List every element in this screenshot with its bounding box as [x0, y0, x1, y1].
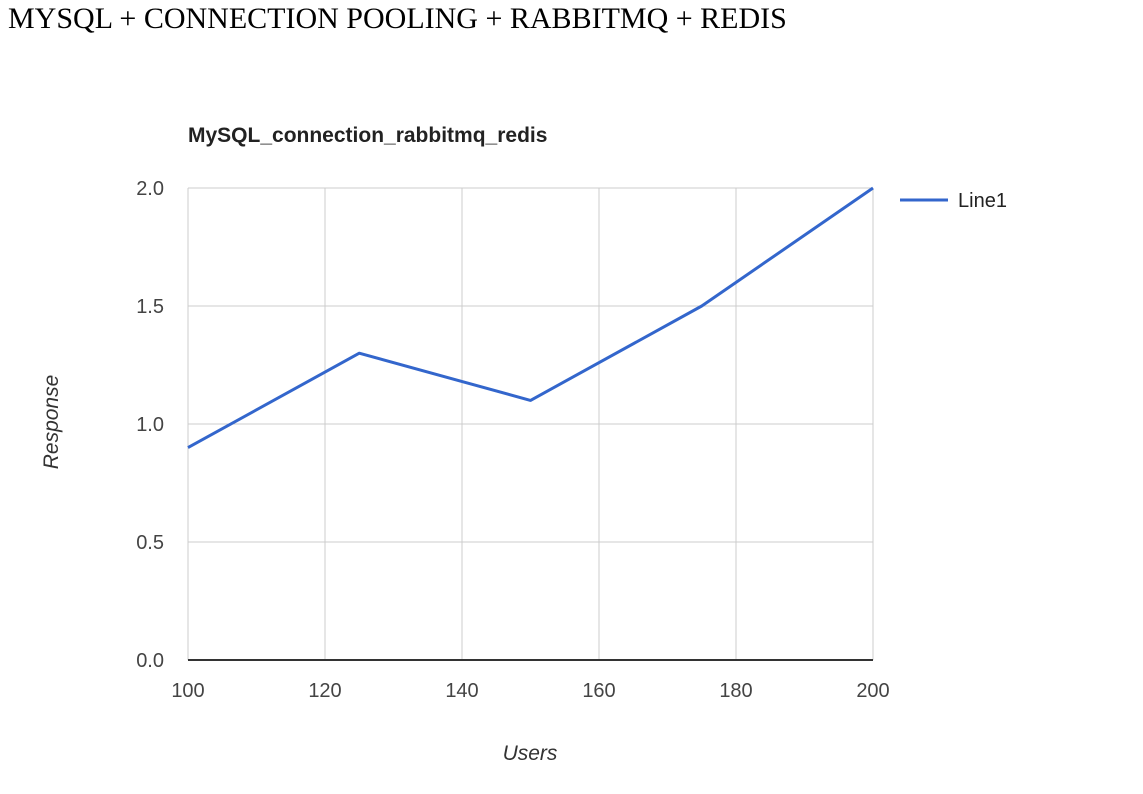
page-heading: MYSQL + CONNECTION POOLING + RABBITMQ + … [8, 2, 787, 35]
data-point[interactable] [869, 184, 877, 192]
y-tick-label: 0.5 [136, 532, 164, 554]
series-group [184, 184, 877, 452]
x-axis-title: Users [503, 742, 558, 765]
y-axis-ticks: 0.0 0.5 1.0 1.5 2.0 [136, 178, 164, 672]
x-tick-label: 120 [308, 680, 341, 702]
data-point[interactable] [355, 349, 363, 357]
series-line-1[interactable] [187, 186, 874, 449]
y-tick-label: 1.0 [136, 414, 164, 436]
x-tick-label: 160 [582, 680, 615, 702]
y-tick-label: 1.5 [136, 296, 164, 318]
x-tick-label: 180 [719, 680, 752, 702]
data-point[interactable] [698, 302, 706, 310]
data-point[interactable] [184, 444, 192, 452]
y-axis-title: Response [40, 375, 63, 470]
legend[interactable]: Line1 [900, 190, 1007, 212]
data-point[interactable] [527, 396, 535, 404]
gridlines [187, 187, 874, 660]
chart-title: MySQL_connection_rabbitmq_redis [188, 124, 547, 147]
x-tick-label: 100 [171, 680, 204, 702]
legend-label: Line1 [958, 190, 1007, 212]
x-axis-ticks: 100 120 140 160 180 200 [171, 680, 889, 702]
y-tick-label: 2.0 [136, 178, 164, 200]
x-tick-label: 140 [445, 680, 478, 702]
x-tick-label: 200 [856, 680, 889, 702]
y-tick-label: 0.0 [136, 650, 164, 672]
